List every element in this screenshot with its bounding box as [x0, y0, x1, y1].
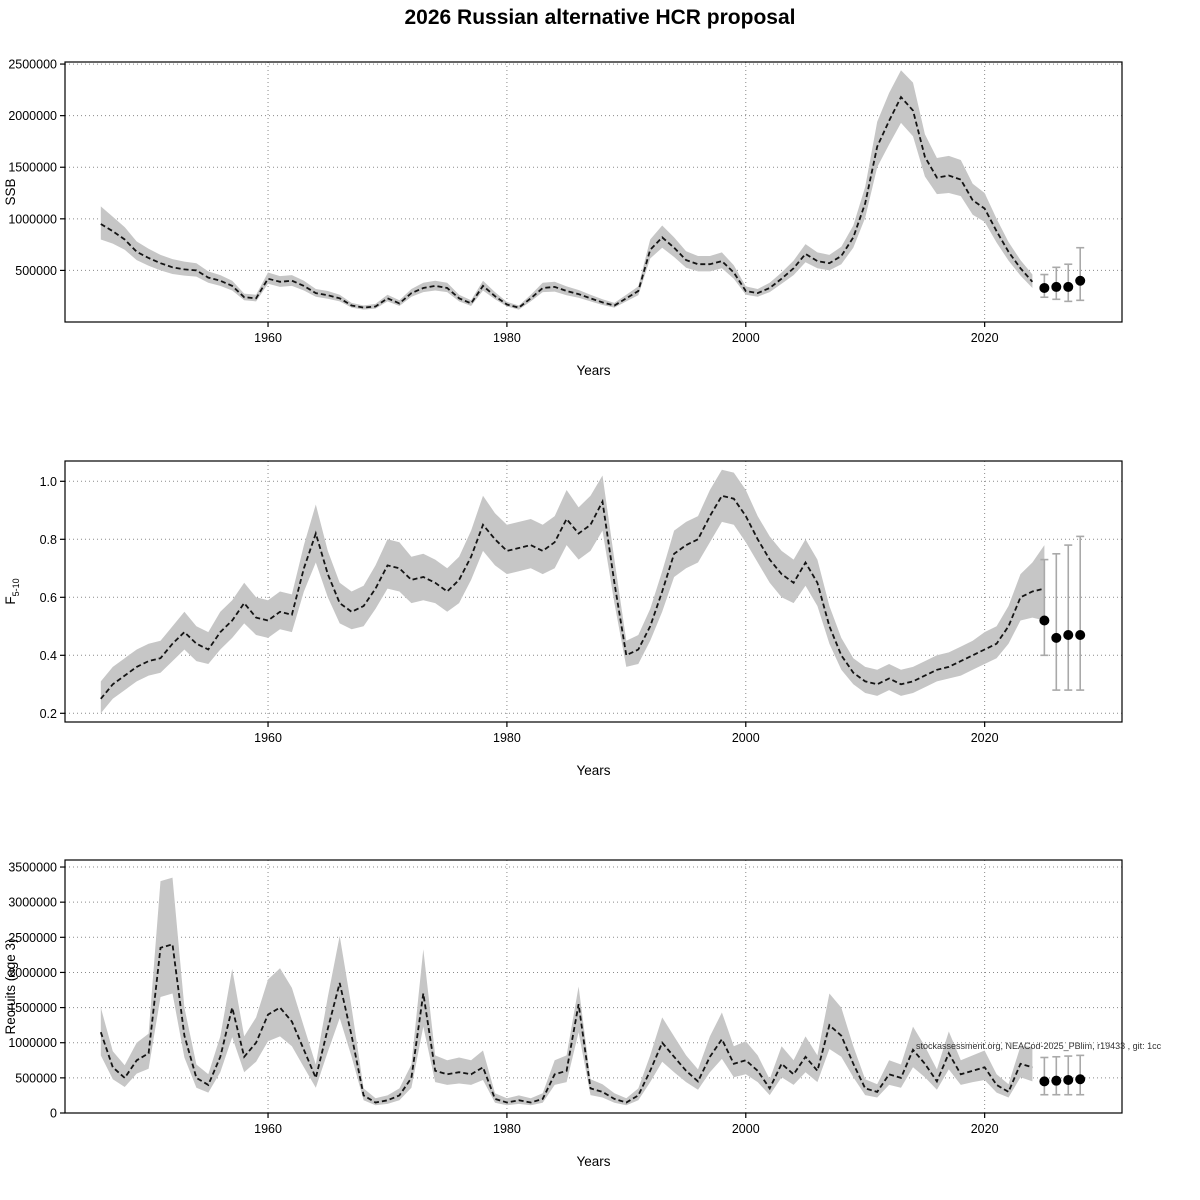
- x-axis-title: Years: [576, 1154, 610, 1169]
- forecast-point: [1075, 1074, 1086, 1085]
- fishing-mortality-panel: 1960 1980 2000 2020 0.2 0.4 0.6 0.8 1.0 Years F5-1…: [3, 460, 1123, 778]
- y-axis-title: Recruits (age 3): [3, 938, 18, 1034]
- x-tick-label: 2000: [732, 731, 760, 745]
- x-tick-label: 1960: [254, 731, 282, 745]
- x-tick-label: 2000: [732, 331, 760, 345]
- forecast-point: [1051, 632, 1062, 643]
- forecast-point: [1075, 275, 1086, 286]
- x-axis-title: Years: [576, 363, 610, 378]
- confidence-band: [100, 877, 1033, 1106]
- ssb-panel: 1960 1980 2000 2020 500000 1000000 1500000 2000…: [3, 58, 1123, 378]
- y-tick-label: 2000000: [8, 966, 57, 980]
- plot-frame: [64, 460, 1123, 723]
- figure-title: 2026 Russian alternative HCR proposal: [405, 6, 796, 29]
- estimate-line: [100, 95, 1034, 309]
- x-tick-label: 1960: [254, 1122, 282, 1136]
- x-axis-title: Years: [576, 763, 610, 778]
- forecast-point: [1075, 630, 1086, 640]
- estimate-line: [100, 494, 1045, 700]
- forecast-point: [1039, 282, 1050, 293]
- y-tick-label: 2500000: [8, 58, 57, 72]
- y-tick-label: 1500000: [8, 1001, 57, 1015]
- x-tick-label: 2020: [971, 1122, 999, 1136]
- y-tick-label: 0: [50, 1107, 57, 1121]
- forecast-point: [1039, 1076, 1050, 1087]
- y-tick-label: 3500000: [8, 861, 57, 875]
- plot-frame: [64, 61, 1123, 323]
- y-tick-label: 1.0: [40, 475, 57, 489]
- y-tick-label: 500000: [15, 1071, 57, 1085]
- y-tick-label: 1000000: [8, 212, 57, 226]
- forecast-point: [1039, 615, 1050, 626]
- forecast-point: [1063, 281, 1074, 292]
- y-tick-label: 0.8: [40, 533, 57, 547]
- x-tick-label: 1980: [493, 331, 521, 345]
- estimate-line: [99, 943, 1033, 1104]
- forecast-point: [1051, 1075, 1062, 1086]
- forecast-point: [1063, 630, 1074, 640]
- forecast-point: [1063, 1074, 1074, 1085]
- forecast-point: [1051, 281, 1062, 292]
- y-tick-label: 2000000: [8, 109, 57, 123]
- y-tick-label: 0.6: [40, 591, 57, 605]
- y-tick-label: 1500000: [8, 161, 57, 175]
- confidence-band: [100, 70, 1033, 310]
- x-tick-label: 1980: [493, 731, 521, 745]
- y-axis-title: F5-10: [3, 578, 21, 604]
- x-tick-label: 2020: [971, 331, 999, 345]
- recruits-panel: 1960 1980 2000 2020 0 500000 1000000 1500000 200…: [3, 859, 1123, 1169]
- x-tick-label: 2020: [971, 731, 999, 745]
- y-tick-label: 0.2: [40, 707, 57, 721]
- x-tick-label: 2000: [732, 1122, 760, 1136]
- y-tick-label: 0.4: [40, 649, 57, 663]
- y-axis-title: SSB: [3, 178, 18, 205]
- plot-frame: [64, 859, 1123, 1114]
- y-tick-label: 1000000: [8, 1036, 57, 1050]
- y-tick-label: 500000: [15, 264, 57, 278]
- y-tick-label: 3000000: [8, 896, 57, 910]
- confidence-band: [100, 469, 1045, 714]
- x-tick-label: 1980: [493, 1122, 521, 1136]
- x-tick-label: 1960: [254, 331, 282, 345]
- y-tick-label: 2500000: [8, 931, 57, 945]
- watermark: stockassessment.org, NEACod-2025_PBlim, …: [916, 1041, 1162, 1051]
